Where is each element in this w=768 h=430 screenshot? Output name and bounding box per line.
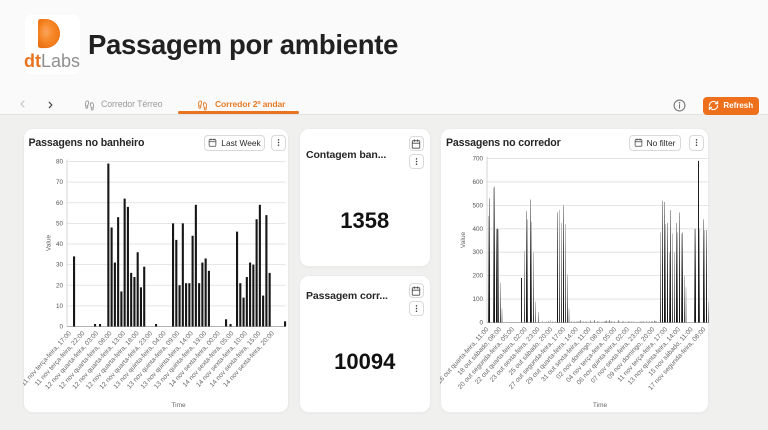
svg-text:70: 70 <box>55 179 63 186</box>
svg-text:Value: Value <box>460 232 467 249</box>
svg-text:80: 80 <box>55 159 63 166</box>
svg-text:60: 60 <box>55 200 63 207</box>
svg-text:Time: Time <box>593 402 608 409</box>
svg-text:20: 20 <box>55 282 63 289</box>
svg-text:400: 400 <box>472 226 483 233</box>
svg-text:30: 30 <box>55 262 63 269</box>
svg-text:50: 50 <box>55 220 63 227</box>
svg-text:10: 10 <box>55 303 63 310</box>
svg-text:600: 600 <box>472 179 483 186</box>
svg-text:100: 100 <box>472 296 483 303</box>
svg-text:40: 40 <box>55 241 63 248</box>
svg-text:Time: Time <box>171 402 186 409</box>
svg-text:200: 200 <box>472 273 483 280</box>
svg-text:0: 0 <box>59 324 63 331</box>
svg-text:300: 300 <box>472 249 483 256</box>
svg-text:0: 0 <box>479 320 483 327</box>
svg-text:500: 500 <box>472 202 483 209</box>
svg-text:700: 700 <box>472 156 483 163</box>
svg-text:Value: Value <box>45 235 52 252</box>
